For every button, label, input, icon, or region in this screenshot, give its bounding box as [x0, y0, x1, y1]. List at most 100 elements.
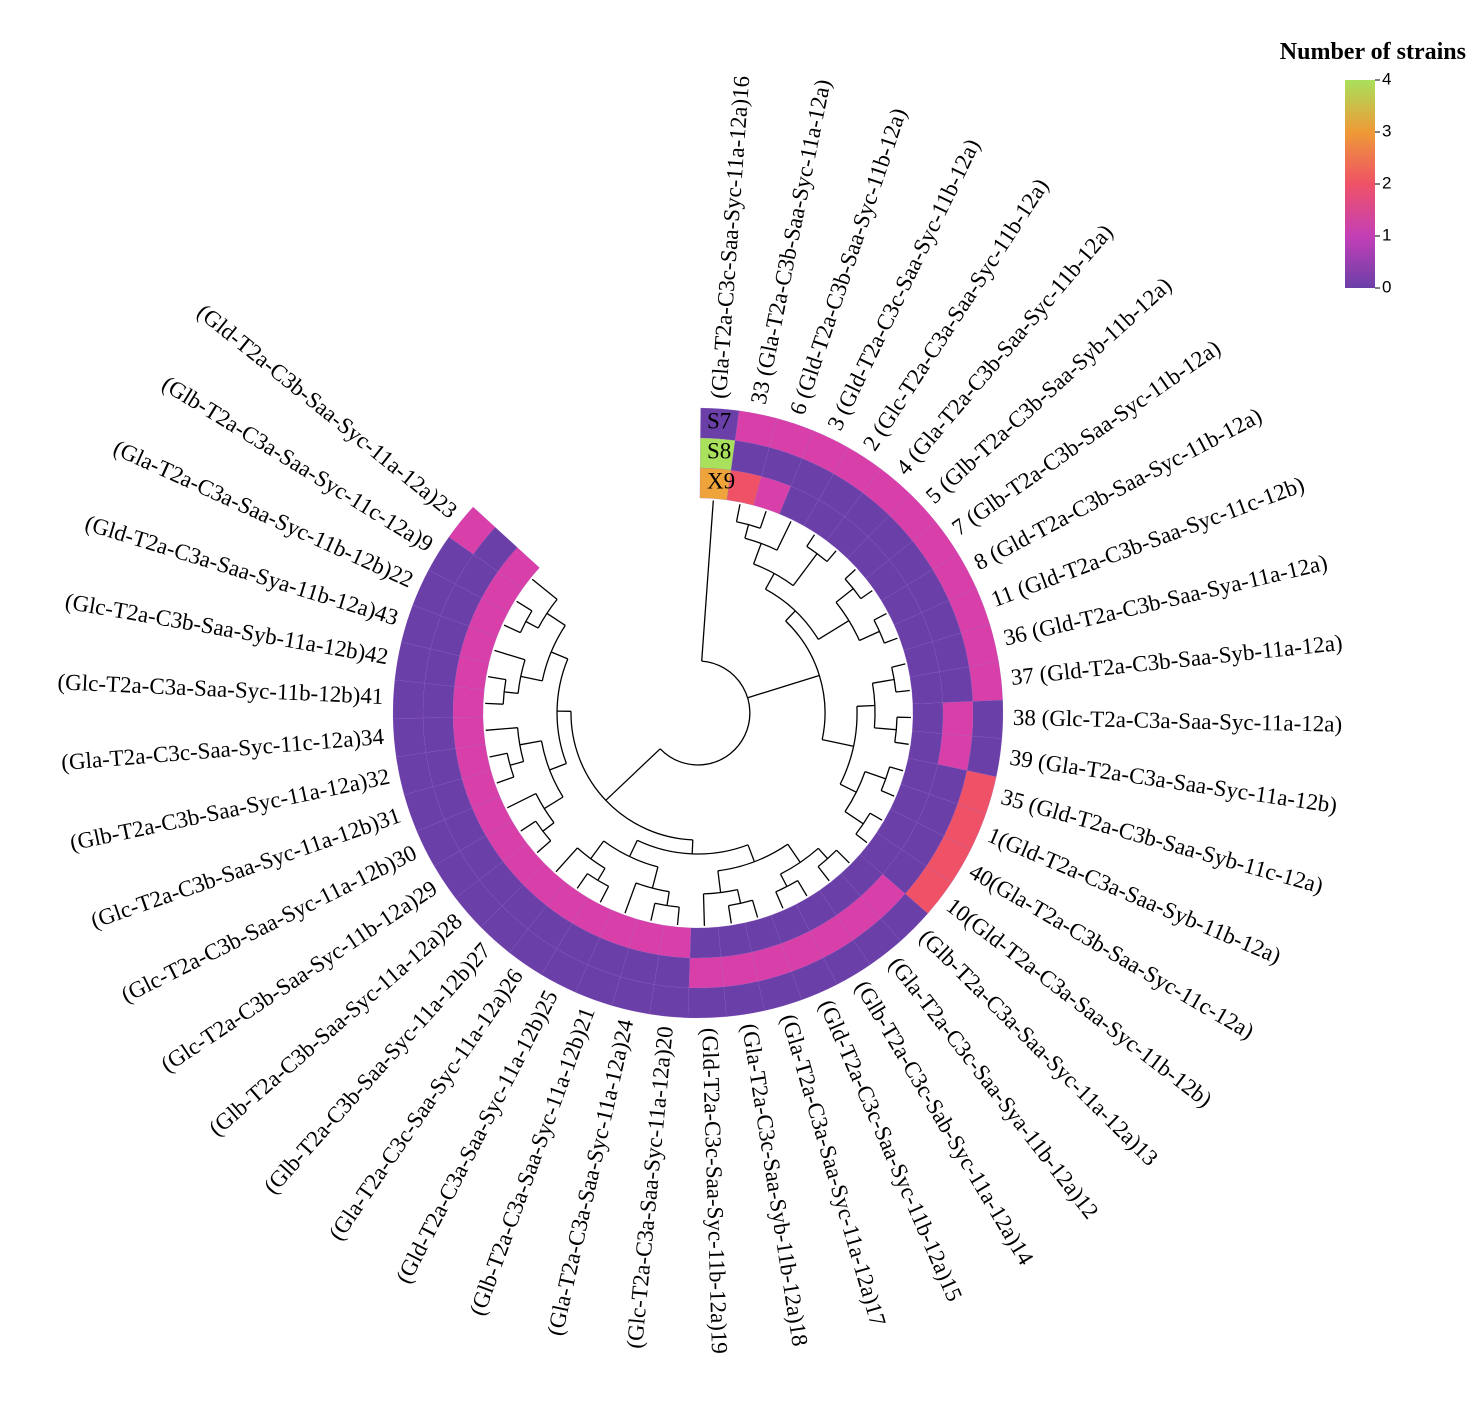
tree-root	[659, 660, 751, 766]
heatmap-cell-X9-3	[779, 486, 820, 527]
row-label-41: (Glc-T2a-C3a-Saa-Syc-11b-12b)41	[57, 669, 384, 709]
tree-branch	[785, 620, 826, 740]
tree-branch	[785, 610, 796, 622]
tree-branch	[817, 866, 830, 882]
tree-branch	[651, 866, 659, 889]
tree-branch	[654, 902, 680, 908]
legend-tick-label: 4	[1382, 69, 1391, 88]
heatmap-cell-X9-9	[481, 571, 523, 613]
tree-branch	[822, 738, 854, 747]
legend-tick-label: 0	[1382, 277, 1391, 296]
tree-branch	[735, 504, 741, 522]
tree-branch	[494, 649, 526, 661]
tree-branch	[485, 727, 518, 731]
tree-branch	[519, 740, 542, 746]
tree-branch	[860, 590, 873, 600]
heatmap-cell-X9-16	[699, 467, 732, 501]
heatmap-cell-X9-33	[726, 470, 762, 506]
tree-branch	[747, 674, 820, 699]
tree-branch	[836, 849, 850, 864]
dendrogram	[485, 500, 912, 926]
tree-branch	[797, 880, 808, 897]
heatmap-cell-X9-30	[471, 796, 513, 836]
tree-branch	[817, 620, 850, 640]
tree-branch	[599, 886, 610, 903]
tree-branch	[605, 748, 661, 801]
track-label-S8: S8	[707, 438, 731, 463]
tree-branch	[629, 840, 638, 857]
legend-title: Number of strains	[1280, 39, 1466, 65]
row-label-37: 37 (Gld-T2a-C3b-Saa-Syb-11a-12a)	[1010, 630, 1344, 690]
tree-branch	[520, 675, 543, 682]
tree-branch	[624, 882, 637, 914]
tree-branch	[779, 873, 788, 887]
legend-tick-label: 1	[1382, 225, 1391, 244]
tree-branch	[650, 903, 656, 921]
row-label-38: 38 (Glc-T2a-C3a-Saa-Syc-11a-12a)	[1013, 705, 1343, 737]
tree-branch	[736, 889, 742, 904]
heatmap-cell-X9-23	[497, 547, 540, 590]
tree-branch	[489, 752, 508, 758]
heatmap-cell-S7-20	[649, 984, 690, 1019]
tree-branch	[889, 766, 904, 772]
tree-branch	[666, 891, 670, 906]
tree-branch	[549, 762, 567, 771]
tree-branch	[839, 706, 858, 785]
tree-branch	[844, 811, 864, 825]
heatmap-cell-X9-12	[819, 873, 862, 916]
tree-branch	[764, 573, 775, 590]
tree-branch	[717, 870, 722, 893]
tree-branch	[869, 812, 883, 821]
tree-branch	[894, 717, 898, 743]
heatmap-cell-S8-34	[422, 717, 456, 753]
heatmap-cell-X9-19	[689, 926, 722, 959]
heatmap-cell-X9-25	[571, 897, 612, 938]
tree-branch	[775, 880, 799, 893]
tree-branch	[859, 630, 880, 642]
heatmap-cell-S8-37	[939, 666, 973, 703]
tree-branch	[535, 793, 555, 824]
tree-branch	[873, 613, 887, 621]
tree-branch	[855, 833, 868, 844]
tree-branch	[864, 770, 887, 780]
heatmap-cell-X9-11	[893, 612, 933, 651]
track-labels: S7 S8 X9	[707, 408, 735, 493]
heatmap-cell-X9-14	[795, 890, 837, 932]
heatmap-cell-X9-2	[803, 499, 845, 542]
tree-branch	[759, 510, 767, 529]
heatmap-cell-X9-10	[859, 832, 902, 875]
heatmap-cell-X9-26	[546, 881, 588, 924]
tree-branch	[765, 588, 819, 640]
heatmap-cell-S7-34	[392, 717, 427, 758]
track-label-X9: X9	[707, 468, 735, 493]
tree-branch	[884, 637, 898, 644]
heatmap-cell-S7-41	[392, 679, 425, 719]
tree-branch	[871, 683, 876, 728]
tree-branch	[775, 891, 784, 909]
tree-branch	[516, 600, 533, 612]
tree-branch	[701, 500, 714, 662]
tree-branch	[891, 663, 906, 668]
heatmap-cell-X9-13	[840, 854, 883, 897]
row-label-16: (Gla-T2a-C3c-Saa-Syc-11a-12a)16	[706, 75, 754, 400]
heatmap-cell-X9-37	[909, 671, 943, 705]
legend-tick-label: 2	[1382, 173, 1391, 192]
heatmap-cell-X9-28	[502, 843, 546, 886]
tree-branch	[525, 620, 539, 629]
tree-branch	[496, 776, 515, 784]
row-label-20: (Glc-T2a-C3a-Saa-Syc-11a-12a)20	[622, 1025, 678, 1349]
heatmap-cell-X9-32	[455, 743, 492, 779]
heatmap-cell-S8-18	[720, 951, 759, 988]
tree-branch	[894, 741, 909, 745]
tree-branch	[839, 783, 857, 793]
tree-branch	[817, 847, 829, 860]
tree-branch	[792, 553, 818, 586]
tree-branch	[555, 847, 578, 873]
tree-branch	[744, 524, 750, 539]
tree-branch	[676, 907, 680, 926]
heatmap-cell-X9-35	[900, 757, 938, 795]
tree-branch	[702, 893, 706, 926]
